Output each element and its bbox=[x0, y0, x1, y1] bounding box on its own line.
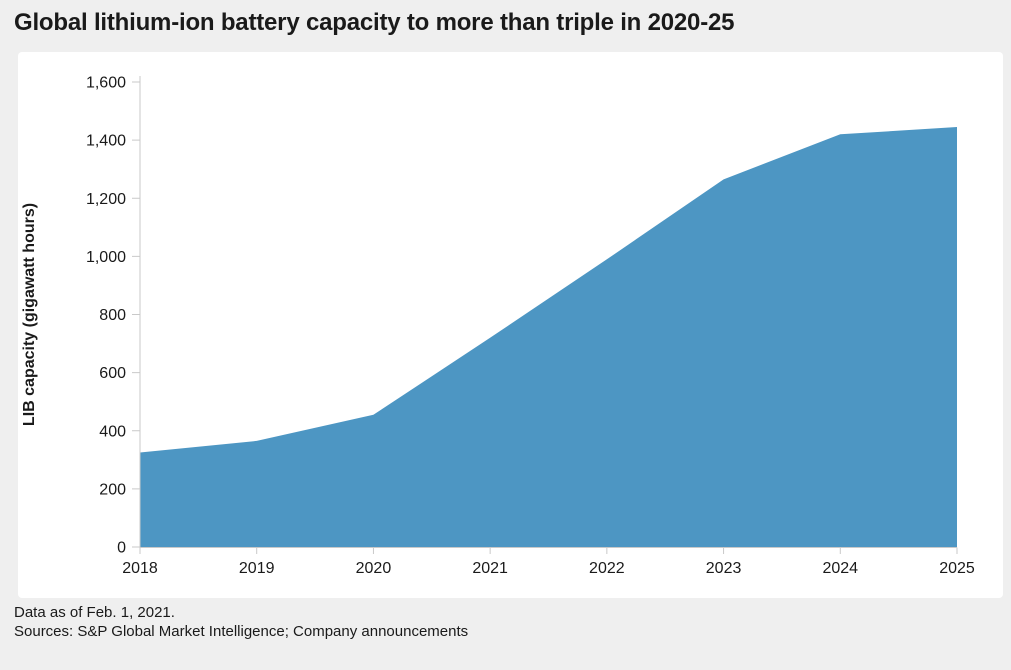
y-tick-label: 1,600 bbox=[86, 75, 126, 92]
y-axis-title: LIB capacity (gigawatt hours) bbox=[21, 203, 38, 426]
y-tick-label: 1,000 bbox=[86, 249, 126, 266]
y-tick-label: 800 bbox=[99, 307, 126, 324]
x-tick-label: 2019 bbox=[239, 560, 275, 577]
area-chart-svg: 0 200 400 600 800 1,000 1,200 1,400 1,600 2018 201… bbox=[21, 75, 975, 578]
x-tick-label: 2022 bbox=[589, 560, 625, 577]
y-tick-label: 1,400 bbox=[86, 133, 126, 150]
y-tick-label: 0 bbox=[117, 540, 126, 557]
x-tick-label: 2021 bbox=[472, 560, 508, 577]
x-tick-label: 2025 bbox=[939, 560, 975, 577]
footnote-sources: Sources: S&P Global Market Intelligence;… bbox=[14, 623, 469, 640]
y-tick-label: 200 bbox=[99, 481, 126, 498]
x-tick-label: 2020 bbox=[356, 560, 392, 577]
y-tick-label: 600 bbox=[99, 365, 126, 382]
x-tick-label: 2024 bbox=[822, 560, 858, 577]
x-tick-label: 2023 bbox=[706, 560, 742, 577]
chart-title: Global lithium-ion battery capacity to m… bbox=[14, 9, 735, 36]
y-tick-label: 1,200 bbox=[86, 191, 126, 208]
y-tick-label: 400 bbox=[99, 423, 126, 440]
area-series bbox=[140, 127, 957, 547]
footnote-date: Data as of Feb. 1, 2021. bbox=[14, 604, 175, 621]
footnote: Data as of Feb. 1, 2021. Sources: S&P Gl… bbox=[14, 603, 468, 641]
chart-card: 0 200 400 600 800 1,000 1,200 1,400 1,600 2018 201… bbox=[18, 52, 1003, 598]
x-tick-label: 2018 bbox=[122, 560, 158, 577]
